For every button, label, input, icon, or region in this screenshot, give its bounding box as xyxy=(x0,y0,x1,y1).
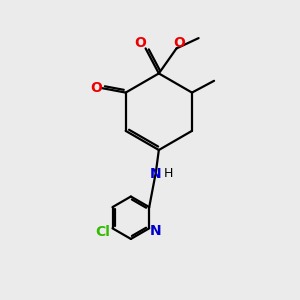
Text: O: O xyxy=(173,36,185,50)
Text: H: H xyxy=(164,167,173,180)
Text: Cl: Cl xyxy=(95,225,110,239)
Text: O: O xyxy=(90,81,102,95)
Text: O: O xyxy=(134,36,146,50)
Text: N: N xyxy=(150,167,162,181)
Text: N: N xyxy=(150,224,161,238)
